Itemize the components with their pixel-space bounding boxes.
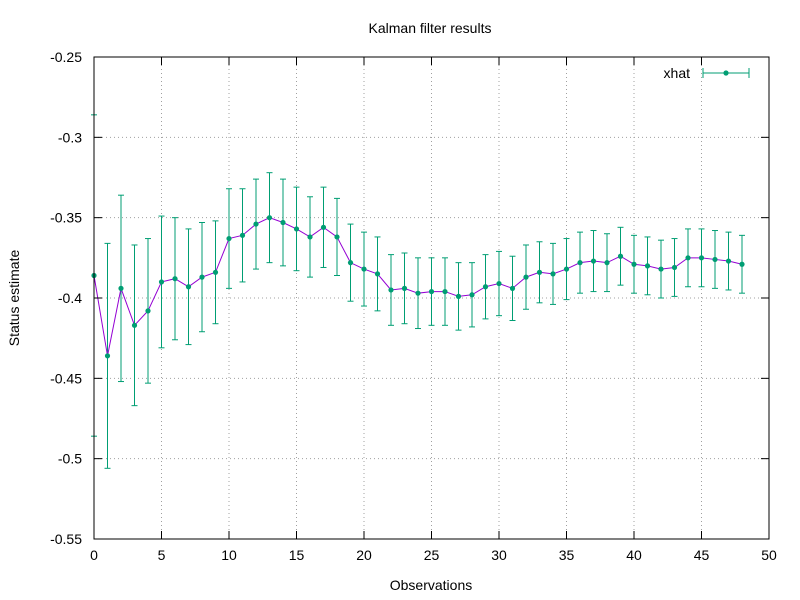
data-point (361, 266, 367, 272)
y-tick-label: -0.5 (58, 451, 82, 467)
data-point (104, 353, 111, 359)
data-point (577, 260, 583, 266)
x-tick-label: 20 (356, 547, 372, 563)
x-axis-label: Observations (390, 577, 472, 593)
data-point (199, 274, 205, 280)
x-tick-label: 45 (694, 547, 710, 563)
data-point (347, 260, 354, 266)
y-tick-label: -0.55 (50, 531, 82, 547)
data-point (698, 255, 705, 261)
data-point (253, 221, 259, 227)
data-point (482, 284, 489, 290)
data-point (523, 274, 529, 280)
data-point (320, 224, 327, 230)
data-point (239, 232, 246, 238)
x-tick-label: 25 (424, 547, 440, 563)
data-point (442, 288, 448, 295)
data-point (536, 269, 543, 275)
y-tick-labels: -0.25 -0.3 -0.35 -0.4 -0.45 -0.5 -0.55 (50, 49, 82, 547)
data-point (266, 215, 273, 221)
x-tick-label: 0 (90, 547, 98, 563)
x-tick-labels: 0 5 10 15 20 25 30 35 40 45 50 (90, 547, 777, 563)
data-point (374, 271, 381, 277)
data-point (334, 234, 340, 240)
x-tick-label: 10 (221, 547, 237, 563)
data-point (712, 256, 718, 263)
x-tick-label: 5 (158, 547, 166, 563)
data-point (158, 279, 165, 285)
data-point (590, 258, 597, 264)
data-point (631, 261, 637, 267)
x-tick-label: 40 (626, 547, 642, 563)
axis-ticks (93, 56, 770, 540)
x-tick-label: 30 (491, 547, 507, 563)
data-point (671, 264, 678, 271)
data-point (145, 308, 151, 314)
y-tick-label: -0.3 (58, 129, 82, 145)
x-tick-label: 35 (559, 547, 575, 563)
data-point (725, 258, 732, 264)
data-point (307, 234, 313, 240)
y-tick-label: -0.4 (58, 290, 82, 306)
y-axis-label: Status estimate (6, 250, 22, 347)
y-tick-label: -0.45 (50, 370, 82, 386)
data-point (131, 322, 138, 328)
y-tick-label: -0.25 (50, 49, 82, 65)
data-points (91, 215, 745, 359)
data-point (509, 285, 516, 291)
data-point (739, 261, 745, 267)
x-tick-label: 15 (289, 547, 305, 563)
data-point (685, 255, 691, 261)
data-point (401, 285, 408, 291)
data-point (563, 266, 570, 272)
data-point (280, 219, 286, 226)
data-point (469, 292, 475, 298)
data-point (212, 269, 219, 275)
data-point (118, 285, 124, 291)
data-point (644, 263, 651, 269)
data-point (185, 284, 192, 290)
chart-title: Kalman filter results (369, 20, 492, 36)
data-point (172, 276, 178, 282)
legend: xhat (664, 65, 750, 81)
data-point (455, 293, 462, 299)
data-point (617, 253, 624, 259)
data-point (604, 260, 610, 266)
data-point (658, 266, 664, 272)
legend-marker (723, 70, 729, 76)
data-point (496, 280, 502, 287)
x-tick-label: 50 (761, 547, 777, 563)
data-point (428, 288, 435, 295)
data-point (226, 235, 232, 242)
data-point (293, 226, 300, 232)
legend-label-xhat: xhat (664, 65, 691, 81)
data-point (550, 271, 556, 277)
data-point (388, 287, 394, 293)
y-tick-label: -0.35 (50, 210, 82, 226)
data-point (415, 290, 421, 296)
